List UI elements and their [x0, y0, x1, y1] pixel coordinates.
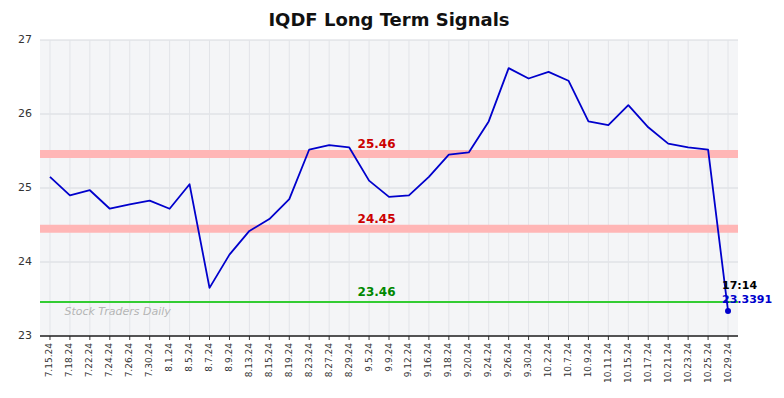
grid-line-x	[608, 40, 609, 336]
grid-line-x	[229, 40, 230, 336]
x-tick-label: 10.7.24	[563, 343, 573, 378]
grid-line-x	[448, 40, 449, 336]
grid-line-x	[528, 40, 529, 336]
grid-line-x	[688, 40, 689, 336]
grid-line-x	[109, 40, 110, 336]
x-tick-label: 10.9.24	[583, 343, 593, 378]
x-tick-label: 10.2.24	[543, 343, 553, 378]
x-tick-label: 10.15.24	[623, 343, 633, 383]
grid-line-x	[269, 40, 270, 336]
x-tick-label: 10.25.24	[703, 343, 713, 383]
grid-line-x	[89, 40, 90, 336]
grid-line-x	[249, 40, 250, 336]
x-tick-label: 8.13.24	[244, 343, 254, 378]
x-tick-label: 8.15.24	[264, 343, 274, 378]
x-tick-label: 9.12.24	[403, 343, 413, 378]
x-tick-label: 10.11.24	[603, 343, 613, 383]
reference-line	[40, 301, 738, 303]
grid-line-x	[349, 40, 350, 336]
line	[50, 68, 728, 311]
grid-line-x	[668, 40, 669, 336]
x-tick-label: 10.17.24	[643, 343, 653, 383]
x-tick-label: 7.15.24	[44, 343, 54, 378]
reference-label: 23.46	[358, 285, 396, 299]
x-tick-label: 8.23.24	[304, 343, 314, 378]
plot-marks	[40, 68, 738, 314]
grid-line-y	[40, 336, 738, 337]
grid-line-x	[548, 40, 549, 336]
y-tick-label: 23	[18, 329, 32, 342]
last-point	[725, 308, 731, 314]
x-tick-label: 8.19.24	[284, 343, 294, 378]
grid-line-x	[708, 40, 709, 336]
x-tick-label: 7.18.24	[64, 343, 74, 378]
x-tick-label: 9.26.24	[503, 343, 513, 378]
annotation-time: 17:14	[722, 279, 757, 292]
reference-label: 25.46	[358, 137, 396, 151]
x-tick-label: 9.30.24	[523, 343, 533, 378]
y-tick-label: 27	[18, 33, 32, 46]
grid-line-x	[69, 40, 70, 336]
x-tick-label: 9.18.24	[443, 343, 453, 378]
grid-line-x	[508, 40, 509, 336]
x-tick-label: 7.30.24	[144, 343, 154, 378]
x-tick-label: 9.24.24	[483, 343, 493, 378]
grid-line-x	[468, 40, 469, 336]
x-tick-label: 8.29.24	[344, 343, 354, 378]
x-tick-label: 8.1.24	[164, 343, 174, 372]
reference-label: 24.45	[358, 212, 396, 226]
grid-line-x	[209, 40, 210, 336]
grid-line-x	[568, 40, 569, 336]
x-tick-label: 10.21.24	[663, 343, 673, 383]
x-tick-label: 8.9.24	[224, 343, 234, 372]
grid-line-x	[329, 40, 330, 336]
y-tick-label: 26	[18, 107, 32, 120]
reference-line	[40, 225, 738, 233]
x-tick-label: 7.24.24	[104, 343, 114, 378]
grid-line-x	[49, 40, 50, 336]
grid-line-x	[408, 40, 409, 336]
x-tick-label: 7.26.24	[124, 343, 134, 378]
watermark: Stock Traders Daily	[64, 305, 171, 318]
grid-line-x	[588, 40, 589, 336]
grid-line-x	[169, 40, 170, 336]
y-tick-label: 25	[18, 181, 32, 194]
x-axis-line	[40, 335, 738, 337]
y-tick-label: 24	[18, 255, 32, 268]
grid-line-x	[309, 40, 310, 336]
grid-line-x	[129, 40, 130, 336]
grid-line-x	[488, 40, 489, 336]
x-tick-label: 8.27.24	[324, 343, 334, 378]
x-tick-label: 8.5.24	[184, 343, 194, 372]
annotation-value: 23.3391	[722, 293, 772, 306]
grid-line-x	[149, 40, 150, 336]
x-tick-label: 9.9.24	[384, 343, 394, 372]
x-tick-label: 7.22.24	[84, 343, 94, 378]
x-tick-label: 10.23.24	[683, 343, 693, 383]
chart: 23 24 25 26 27 7.15.24 7.18.24 7.22.24 7.24.24 7.…	[0, 0, 784, 398]
x-tick-label: 9.16.24	[423, 343, 433, 378]
grid-line-x	[628, 40, 629, 336]
x-tick-label: 8.7.24	[204, 343, 214, 372]
plot-background	[40, 40, 738, 336]
x-tick-label: 9.20.24	[463, 343, 473, 378]
grid-line-x	[289, 40, 290, 336]
grid-line-x	[428, 40, 429, 336]
x-tick-label: 9.5.24	[364, 343, 374, 372]
x-tick-label: 10.29.24	[723, 343, 733, 383]
reference-line	[40, 150, 738, 158]
title: IQDF Long Term Signals	[268, 9, 509, 30]
grid-line-x	[648, 40, 649, 336]
